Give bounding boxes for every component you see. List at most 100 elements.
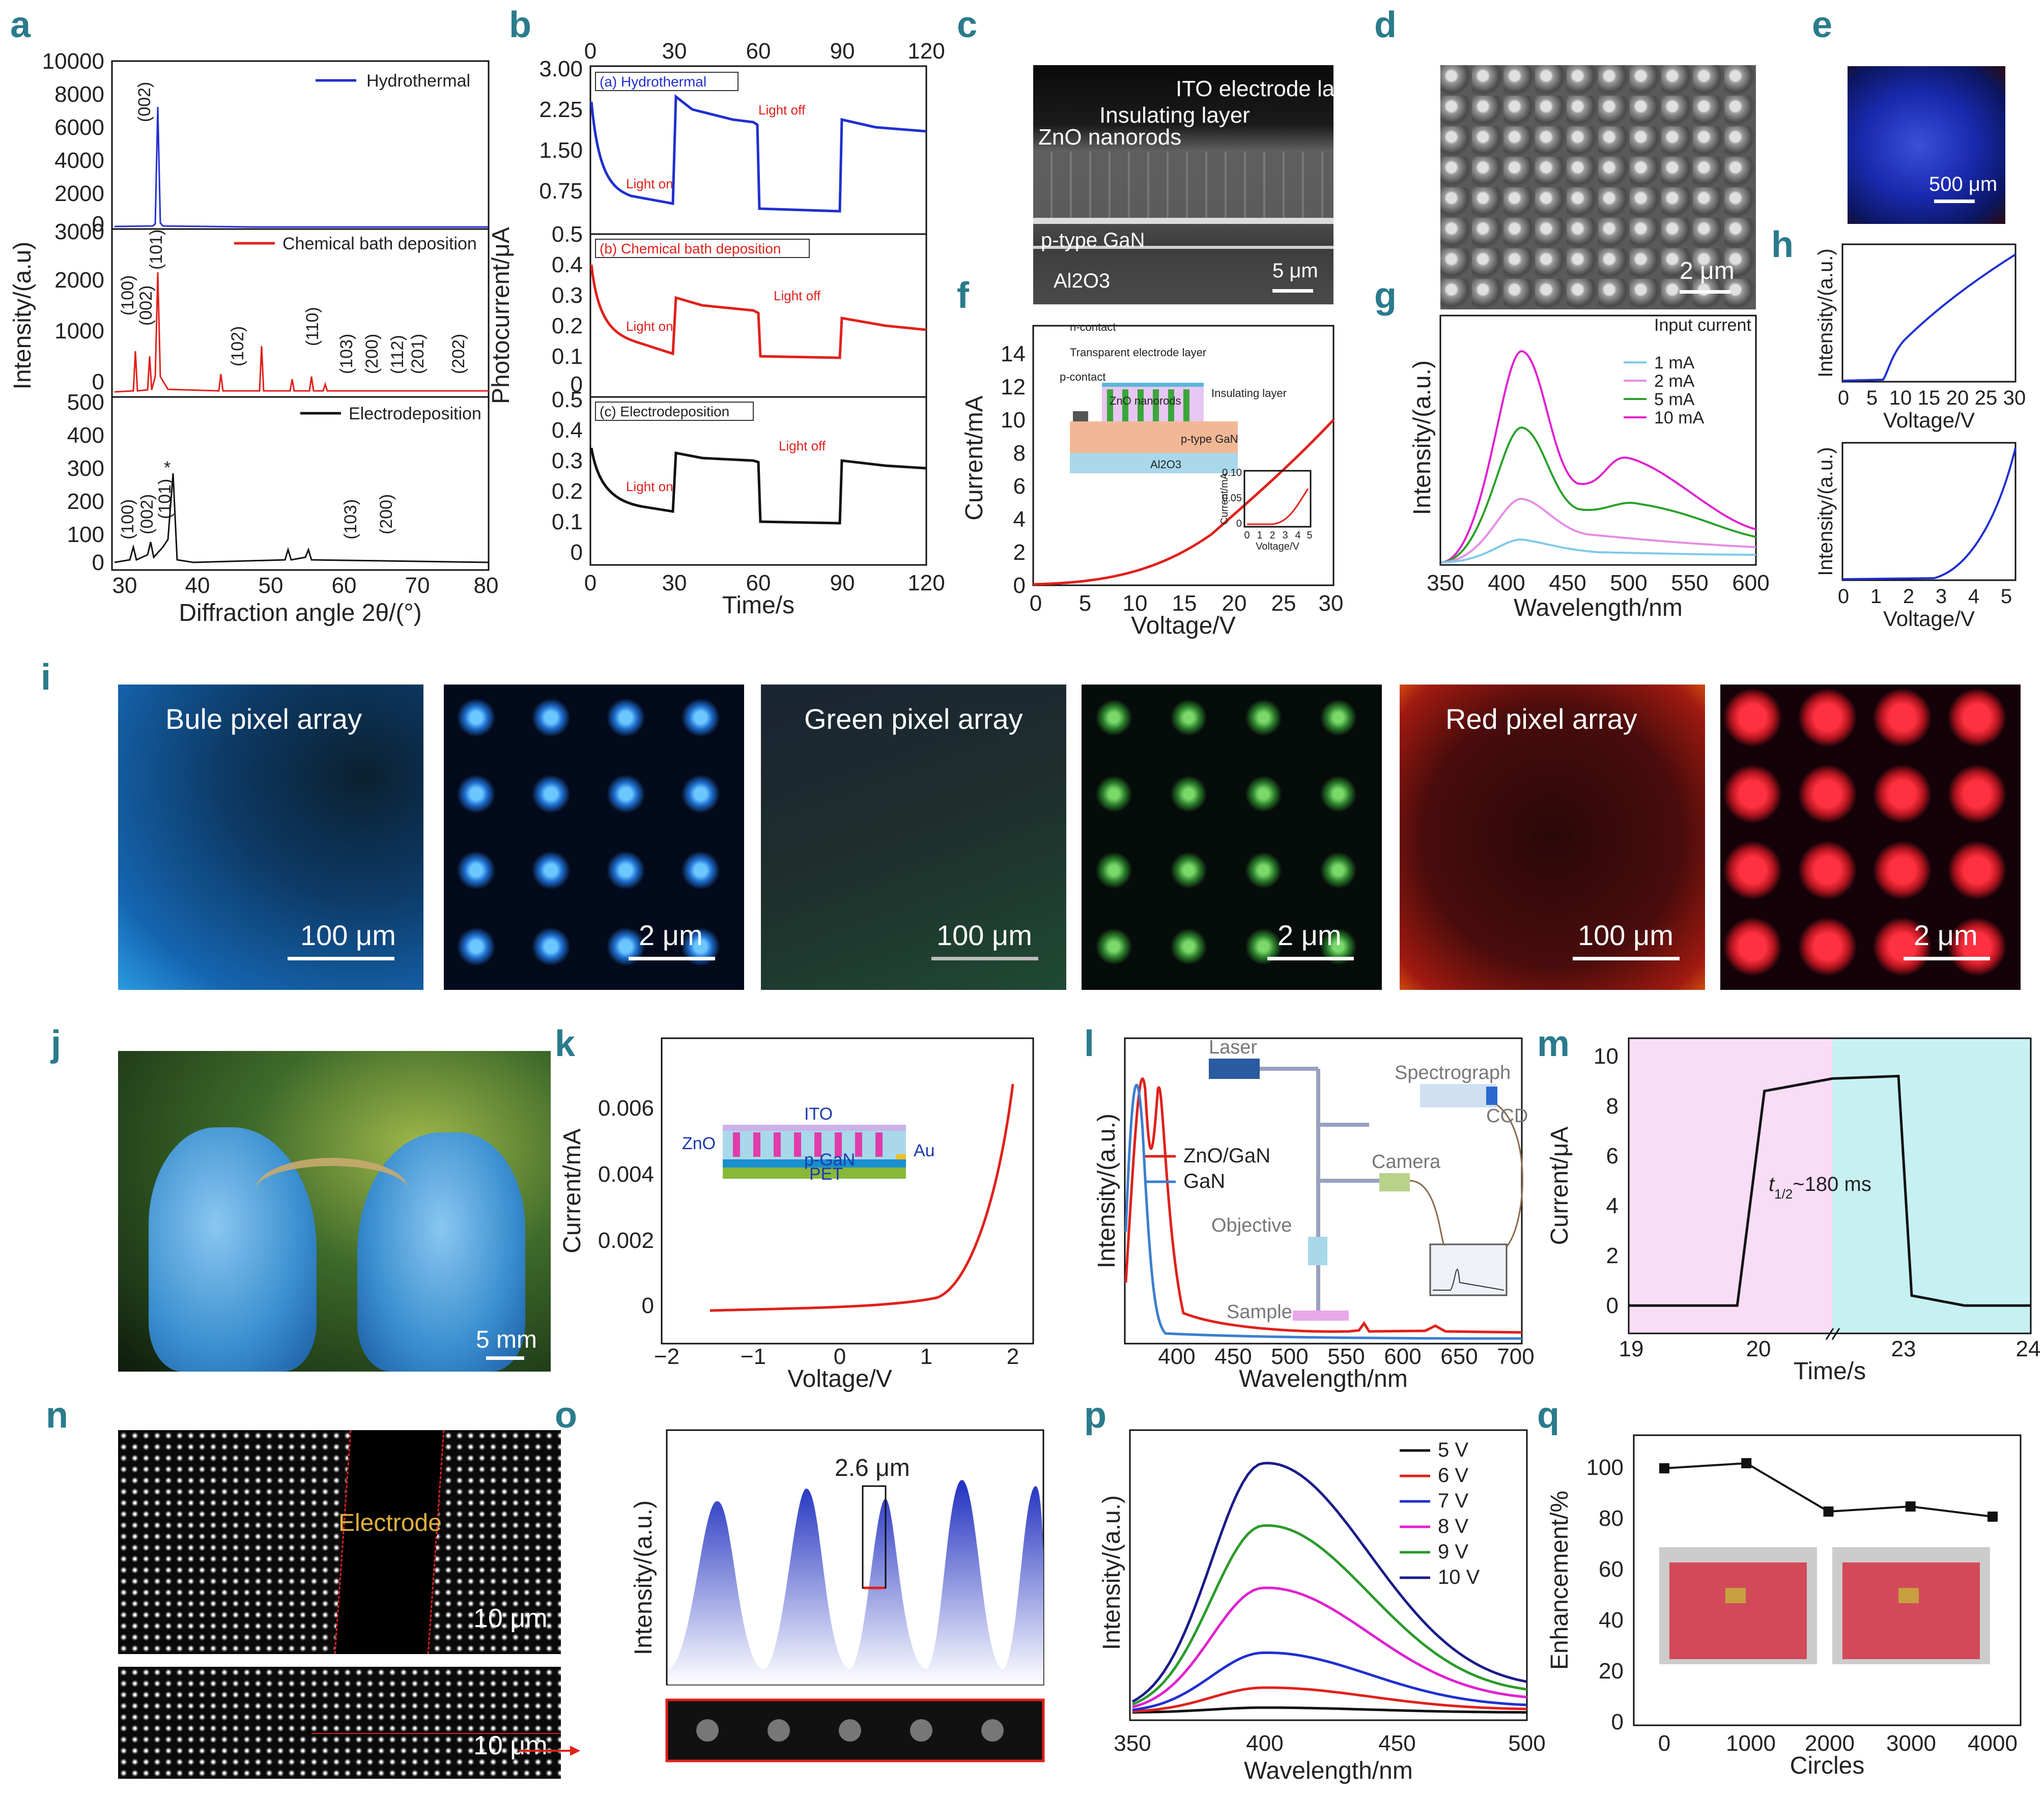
f-iv-curve (1033, 419, 1335, 586)
i-scale-bar (1267, 957, 1354, 960)
q-ytick: 20 (1599, 1659, 1624, 1684)
g-ylabel: Intensity/(a.u.) (1409, 360, 1436, 515)
h-top-xtick: 30 (2003, 387, 2026, 409)
m-annotation: t1/2~180 ms (1769, 1173, 1871, 1202)
l-trace-gan (1124, 1084, 1522, 1340)
q-ytick: 0 (1611, 1710, 1624, 1734)
m-ytick: 6 (1606, 1144, 1619, 1169)
l-xtick: 650 (1440, 1344, 1478, 1369)
h-top-xtick: 5 (1866, 387, 1878, 409)
n-image-bottom (118, 1667, 561, 1779)
m-ytick: 0 (1606, 1293, 1619, 1318)
panel-label-b: b (509, 5, 531, 45)
i-scale-label: 100 μm (300, 919, 396, 951)
c-label: Al2O3 (1054, 270, 1111, 292)
panel-p-chart: 350 400 450 500 Wavelength/nm Intensity/… (1098, 1429, 1546, 1784)
panel-f-iv-chart: 0 5 10 15 20 25 30 0 2 4 6 8 10 12 14 Vo… (961, 321, 1343, 639)
b-ytick: 0.3 (552, 283, 583, 308)
i-title: Bule pixel array (165, 703, 362, 735)
h-top-ylabel: Intensity/(a.u.) (1814, 248, 1837, 377)
a-top-ytick: 10000 (42, 49, 104, 74)
l-ccd-box (1486, 1087, 1497, 1105)
l-xtick: 600 (1384, 1344, 1421, 1369)
p-legend: 9 V (1438, 1541, 1468, 1563)
panel-o-chart: 2.6 μm Intensity/(a.u.) (630, 1429, 1045, 1762)
a-peak-label: (101) (147, 230, 166, 270)
panel-b-photocurrent-chart: 0 30 60 90 120 0 30 60 90 120 3.00 2.25 … (488, 39, 945, 619)
a-top-ytick: 6000 (54, 115, 104, 140)
a-peak-label: (201) (408, 334, 428, 374)
b-top-on: Light on (626, 176, 673, 191)
f-ytick: 0 (1013, 573, 1026, 598)
l-objective (1308, 1237, 1327, 1265)
l-setup-label: Spectrograph (1395, 1062, 1511, 1084)
p-series-line (1132, 1586, 1527, 1709)
p-legend: 5 V (1438, 1439, 1468, 1461)
a-mid-ytick: 0 (92, 369, 104, 394)
e-scale-label: 500 μm (1929, 173, 1998, 195)
f-inset2-xtick: 5 (1307, 530, 1312, 541)
a-bot-ytick: 100 (67, 522, 104, 547)
panel-label-a: a (10, 5, 31, 45)
q-data-point (1659, 1463, 1669, 1473)
panel-c-sem-image (1033, 65, 1333, 304)
panel-label-g: g (1374, 275, 1397, 316)
g-legend: 5 mA (1654, 390, 1695, 409)
p-series-line (1132, 1651, 1527, 1712)
h-top-curve (1842, 253, 2017, 382)
f-inset-pgan-layer (1070, 421, 1238, 453)
l-spectrograph-box (1420, 1084, 1496, 1107)
q-xtick: 4000 (1968, 1731, 2018, 1756)
q-data-point (1741, 1458, 1752, 1468)
m-ytick: 2 (1606, 1243, 1619, 1268)
b-xtick: 60 (746, 571, 771, 595)
b-top-xtick: 30 (662, 39, 687, 64)
f-inset-label: Insulating layer (1211, 387, 1287, 400)
panel-label-i: i (41, 657, 51, 698)
h-bot-ylabel: Intensity/(a.u.) (1814, 447, 1837, 576)
g-legend: 10 mA (1654, 408, 1705, 428)
panel-l-pl-chart: 400 450 500 550 600 650 700 Wavelength/n… (1093, 1037, 1535, 1392)
q-points-group (1659, 1458, 1998, 1522)
b-top-xtick: 0 (584, 39, 597, 64)
h-bot-xtick: 5 (2001, 585, 2012, 608)
k-ytick: 0.004 (598, 1162, 654, 1187)
k-ytick: 0 (642, 1293, 654, 1318)
p-xlabel: Wavelength/nm (1244, 1757, 1413, 1784)
f-ytick: 14 (1001, 341, 1026, 366)
b-xlabel: Time/s (722, 592, 794, 619)
l-setup-label: Laser (1209, 1037, 1257, 1058)
a-peak-label: (110) (303, 307, 322, 346)
l-xlabel: Wavelength/nm (1239, 1365, 1408, 1392)
b-xtick: 0 (584, 571, 597, 595)
panel-label-f: f (957, 275, 969, 316)
a-peak-label: (103) (341, 499, 360, 539)
panel-q-chart: 0 1000 2000 3000 4000 0 20 40 60 80 100 … (1546, 1434, 2022, 1779)
c-label: Insulating layer (1099, 103, 1250, 128)
a-peak-label: * (164, 458, 171, 477)
n-scale-label-2: 10 μm (473, 1731, 548, 1760)
g-xtick: 450 (1549, 571, 1586, 595)
f-inset2-xtick: 2 (1269, 530, 1275, 541)
g-legend: 1 mA (1654, 353, 1695, 373)
f-ylabel: Current/mA (961, 395, 988, 520)
b-ytick: 1.50 (539, 138, 583, 163)
panel-a-xrd-chart: 10000 8000 6000 4000 2000 0 3000 2000 10… (9, 49, 498, 627)
i-scale-bar (1573, 957, 1680, 960)
m-ytick: 4 (1606, 1193, 1619, 1218)
a-peak-label: (200) (362, 334, 382, 374)
l-xtick: 450 (1214, 1344, 1252, 1369)
p-xtick: 500 (1508, 1731, 1545, 1756)
m-xtick: 19 (1619, 1336, 1644, 1361)
h-top-xtick: 15 (1918, 387, 1941, 409)
a-legend-mid: Chemical bath deposition (282, 234, 477, 253)
c-label: ITO electrode layer (1176, 76, 1366, 101)
panel-label-q: q (1537, 1395, 1559, 1436)
m-xlabel: Time/s (1794, 1358, 1866, 1385)
i-title: Red pixel array (1445, 703, 1637, 735)
l-setup-label: Objective (1211, 1215, 1292, 1236)
b-bot-off: Light off (779, 438, 826, 453)
h-top-xtick: 25 (1975, 387, 1998, 409)
p-series-line (1132, 1706, 1527, 1714)
q-data-point (1823, 1506, 1834, 1517)
